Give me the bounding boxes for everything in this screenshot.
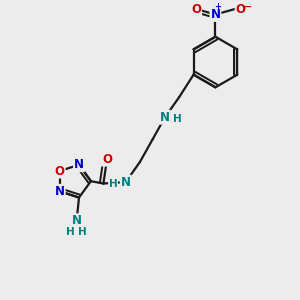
Text: N: N xyxy=(210,8,220,21)
Text: N: N xyxy=(72,214,82,227)
Text: +: + xyxy=(214,2,221,11)
Text: H: H xyxy=(173,114,182,124)
Text: N: N xyxy=(55,185,65,198)
Text: O: O xyxy=(102,153,112,166)
Text: O: O xyxy=(236,3,246,16)
Text: H: H xyxy=(66,227,75,237)
Text: N: N xyxy=(74,158,84,171)
Text: H: H xyxy=(78,227,87,237)
Text: −: − xyxy=(244,2,252,12)
Text: N: N xyxy=(121,176,131,189)
Text: O: O xyxy=(191,3,201,16)
Text: O: O xyxy=(55,164,65,178)
Text: H: H xyxy=(109,179,117,189)
Text: N: N xyxy=(160,111,170,124)
